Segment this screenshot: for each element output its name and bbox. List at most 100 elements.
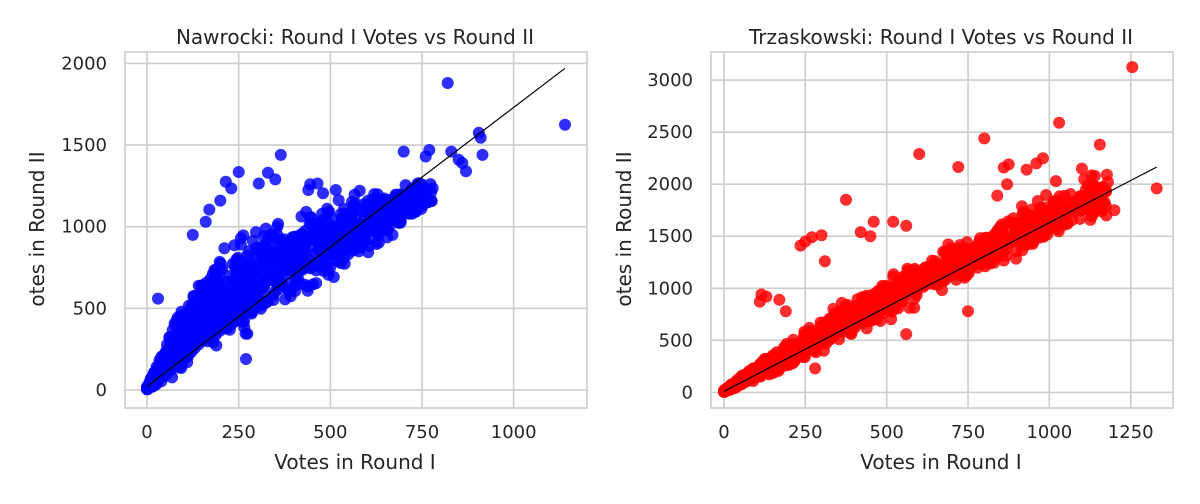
x-tick-label: 500 — [313, 422, 347, 443]
data-point — [304, 178, 317, 191]
data-point — [1049, 175, 1062, 188]
data-point — [332, 194, 345, 207]
data-point — [441, 77, 454, 89]
data-point — [372, 236, 385, 249]
data-point — [219, 290, 232, 303]
data-point — [265, 231, 278, 244]
data-point — [327, 271, 340, 283]
data-point — [1052, 225, 1065, 238]
y-tick-label: 3000 — [647, 70, 693, 91]
data-point — [250, 263, 263, 276]
data-point — [221, 275, 234, 288]
data-point — [186, 297, 199, 310]
data-point — [760, 354, 773, 367]
data-point — [913, 148, 926, 160]
data-point — [1126, 61, 1139, 74]
data-point — [283, 284, 296, 297]
data-point — [426, 182, 439, 195]
data-point — [918, 262, 931, 275]
y-tick-label: 0 — [96, 380, 107, 401]
y-tick-label: 1500 — [61, 135, 107, 156]
x-tick-label: 0 — [718, 422, 729, 443]
y-tick-label: 2000 — [61, 53, 107, 74]
x-axis-label: Votes in Round I — [860, 450, 1021, 474]
data-point — [936, 284, 948, 297]
data-point — [900, 328, 913, 341]
data-point — [719, 383, 732, 396]
data-point — [760, 290, 773, 303]
data-point — [256, 281, 269, 294]
data-point — [252, 177, 265, 190]
x-tick-label: 1000 — [491, 422, 537, 443]
data-point — [362, 246, 375, 259]
data-point — [854, 226, 867, 239]
data-point — [1088, 169, 1101, 182]
y-axis-label: otes in Round II — [25, 151, 49, 306]
data-point — [975, 245, 988, 258]
data-point — [199, 215, 212, 228]
data-point — [887, 215, 900, 228]
data-point — [1087, 207, 1100, 220]
data-point — [325, 212, 338, 225]
data-point — [157, 359, 170, 372]
x-tick-label: 1000 — [1026, 422, 1072, 443]
data-point — [736, 370, 749, 383]
x-tick-label: 1250 — [1108, 422, 1154, 443]
trend-line — [723, 166, 1158, 392]
data-point — [313, 218, 325, 231]
data-point — [175, 331, 188, 344]
data-point — [985, 234, 998, 246]
data-point — [317, 187, 329, 200]
data-point — [240, 353, 252, 365]
data-point — [1057, 196, 1070, 209]
data-point — [210, 312, 223, 325]
plot-frame — [710, 51, 1174, 409]
data-point — [867, 215, 880, 228]
data-point — [294, 278, 307, 291]
data-point — [200, 276, 213, 289]
data-point — [235, 311, 247, 324]
data-point — [151, 369, 164, 382]
data-point — [169, 346, 182, 359]
data-point — [230, 292, 243, 305]
data-point — [885, 313, 898, 326]
data-point — [234, 238, 247, 251]
data-point — [887, 270, 900, 283]
y-tick-label: 1000 — [647, 278, 693, 299]
data-point — [1002, 158, 1015, 171]
data-point — [900, 219, 913, 232]
data-point — [184, 310, 197, 323]
data-point — [1075, 162, 1088, 175]
data-point — [243, 245, 256, 257]
data-point — [873, 296, 886, 309]
data-point — [1150, 182, 1163, 195]
y-tick-label: 0 — [682, 382, 693, 403]
y-tick-label: 1000 — [61, 217, 107, 238]
data-point — [345, 238, 358, 251]
chart-title: Trzaskowski: Round I Votes vs Round II — [748, 25, 1133, 49]
data-point — [416, 194, 429, 207]
data-point — [988, 256, 1001, 269]
data-point — [460, 165, 472, 178]
x-tick-label: 0 — [141, 422, 152, 443]
data-point — [337, 210, 350, 223]
data-point — [749, 371, 762, 384]
data-point — [809, 362, 822, 375]
data-point — [330, 234, 343, 247]
x-tick-label: 250 — [788, 422, 822, 443]
data-point — [476, 148, 489, 161]
data-point — [203, 203, 216, 216]
data-point — [1053, 116, 1066, 129]
data-point — [210, 339, 223, 352]
data-point — [393, 213, 406, 226]
data-point — [297, 247, 310, 260]
data-point — [956, 262, 969, 275]
data-point — [232, 166, 245, 178]
y-tick-label: 500 — [659, 330, 693, 351]
data-point — [246, 234, 259, 247]
data-point — [425, 195, 438, 207]
data-point — [1097, 199, 1110, 211]
data-points — [141, 77, 571, 396]
data-point — [343, 223, 356, 236]
